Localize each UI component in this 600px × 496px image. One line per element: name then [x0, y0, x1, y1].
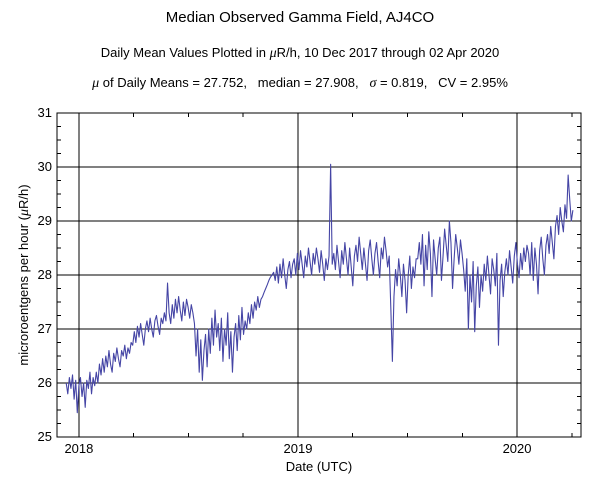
x-tick-label: 2020	[503, 441, 532, 456]
data-series-line	[65, 163, 574, 414]
y-tick-label: 28	[38, 267, 52, 282]
y-tick-label: 29	[38, 213, 52, 228]
subtitle-text-post: R/h, 10 Dec 2017 through 02 Apr 2020	[276, 45, 500, 60]
x-tick-label: 2019	[284, 441, 313, 456]
mu-symbol: μ	[269, 46, 277, 61]
stats-line: μ of Daily Means = 27.752, median = 27.9…	[0, 75, 600, 91]
y-tick-label: 31	[38, 105, 52, 120]
chart-title: Median Observed Gamma Field, AJ4CO	[165, 9, 435, 26]
x-axis-label: Date (UTC)	[286, 459, 352, 474]
y-tick-label: 27	[38, 321, 52, 336]
stats-text-1: of Daily Means = 27.752, median = 27.908…	[99, 75, 370, 90]
y-tick-label: 26	[38, 375, 52, 390]
mu-symbol: μ	[92, 76, 100, 91]
y-tick-label: 25	[38, 429, 52, 444]
y-tick-label: 30	[38, 159, 52, 174]
plot-frame	[56, 112, 582, 438]
subtitle-text-pre: Daily Mean Values Plotted in	[100, 45, 270, 60]
chart-subtitle: Daily Mean Values Plotted in μR/h, 10 De…	[0, 45, 600, 61]
y-axis-label: microroentgens per hour (μR/h)	[16, 184, 32, 365]
x-tick-label: 2018	[64, 441, 93, 456]
stats-text-2: = 0.819, CV = 2.95%	[376, 75, 508, 90]
sigma-symbol: σ	[369, 76, 377, 91]
